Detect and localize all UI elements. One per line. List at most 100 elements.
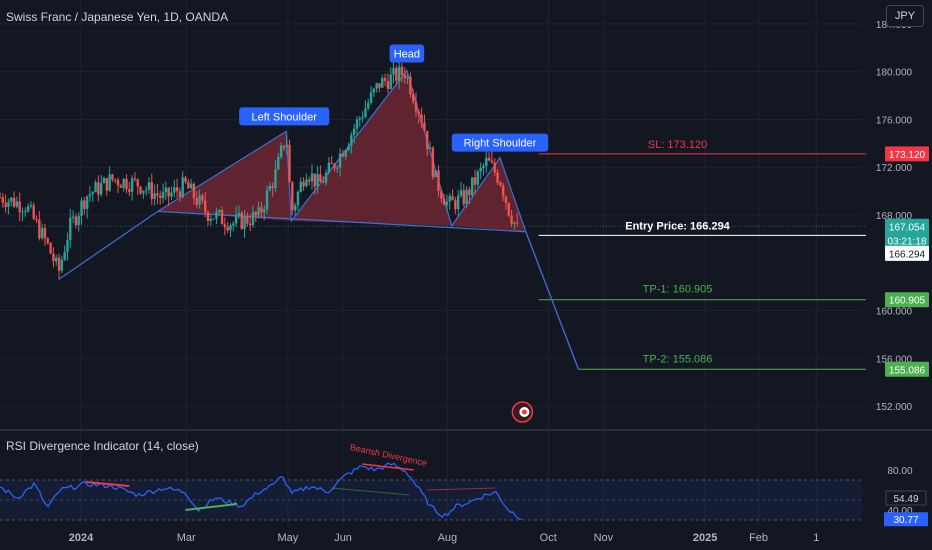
candle-body [299,181,302,192]
candle-body [482,165,485,168]
pattern-fill-region [291,70,452,226]
candle-body [490,160,494,163]
candle-body [21,211,24,213]
candle-body [32,205,35,219]
candle-body [4,202,7,207]
candle-body [80,200,83,216]
current-price-axis-badge-text: 167.054 [889,222,926,233]
right-shoulder-label: Right Shoulder [451,133,549,152]
candle-body [94,182,97,193]
price-tick-label: 176.000 [876,115,913,126]
left-shoulder-label-bg [239,107,330,126]
rsi-divergence-bearish-mark [361,463,414,471]
candle-body [119,185,123,188]
candle-body [389,74,392,89]
candle-body [136,179,139,187]
price-tick-label: 152.000 [876,402,913,413]
candle-body [66,239,69,253]
candle-body [307,179,311,182]
candle-body [285,144,288,148]
head-and-shoulders-pattern [58,69,527,280]
time-tick-label: 1 [813,532,819,544]
candle-body [229,225,232,231]
candle-body [38,219,41,239]
candle-body [428,147,432,149]
candle-body [440,190,443,199]
candle-body [268,186,272,191]
current-price-axis-badge-bg [885,218,929,234]
candle-body [257,207,260,216]
alert-icon[interactable] [511,401,534,423]
candle-body [43,227,47,239]
candle-body [369,92,373,103]
candle-body [392,68,395,75]
candle-body [409,76,412,95]
candle-body [156,193,159,196]
head-label-bg [389,44,425,63]
candle-body [282,145,286,148]
candle-body [71,216,75,218]
rsi-tick-label: 40.00 [887,506,912,517]
candle-body [501,185,505,197]
head-label: Head [389,44,425,63]
candle-body [496,172,499,183]
alert-icon-dot [521,409,527,415]
candle-body [403,74,406,79]
candle-body [336,167,339,169]
candle-body [114,179,117,181]
candle-body [378,83,381,88]
candle-body [420,114,423,123]
candle-body [220,210,224,225]
candle-body [333,164,336,169]
rsi-value-badge: 30.77 [884,512,928,527]
candle-body [265,190,269,210]
candle-body [248,223,252,226]
candle-body [189,183,193,189]
time-tick-label: 2024 [69,532,94,544]
candle-body [350,134,353,146]
time-tick-label: Mar [177,532,196,544]
rsi-hidden-divergence-mark [426,487,496,491]
candle-body [170,192,173,197]
candle-body [77,215,80,225]
candle-body [485,157,488,166]
candle-body [150,182,153,199]
candle-body [83,200,86,209]
candle-body [313,173,317,187]
candle-body [139,186,142,194]
candle-body [128,189,131,192]
candle-body [122,178,125,188]
rsi-value-badge-text: 30.77 [893,515,918,526]
candle-body [102,178,106,184]
rsi-level-badge: 54.49 [885,490,927,506]
take-profit-1-label: TP-1: 160.905 [643,284,713,296]
rsi-level-badge-text: 54.49 [893,494,918,505]
candle-body [164,187,168,193]
candle-body [63,252,66,260]
candle-body [29,205,33,207]
candle-body [493,162,496,173]
candle-body [240,213,243,229]
candle-body [60,259,64,271]
candle-body [513,222,516,224]
candle-body [414,101,418,112]
candle-body [26,206,30,212]
currency-button[interactable]: JPY [886,5,924,27]
candle-body [274,169,277,188]
rsi-line [0,462,522,521]
time-tick-label: Jun [334,532,352,544]
candle-body [386,80,390,89]
candle-body [442,198,446,205]
candle-body [10,197,13,202]
candle-body [423,122,426,131]
rsi-level-badge-bg [885,490,927,506]
candle-body [288,144,291,183]
candle-body [254,212,257,216]
candle-body [367,102,370,109]
stop-loss-axis-badge: 173.120 [885,146,929,162]
candle-body [516,222,519,224]
candle-body [201,195,204,201]
candle-body [246,215,249,224]
candle-body [344,150,347,157]
